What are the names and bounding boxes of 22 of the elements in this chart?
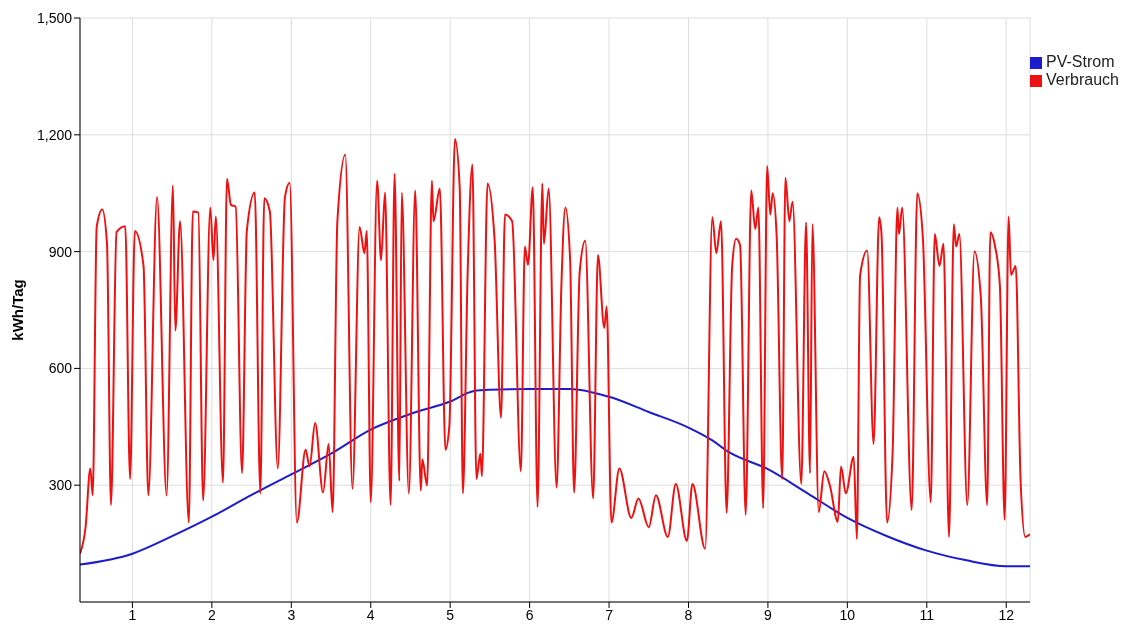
x-tick-label: 5 (446, 606, 455, 623)
x-tick-label: 1 (128, 606, 137, 623)
x-tick-label: 10 (839, 606, 856, 623)
legend-label: Verbrauch (1046, 71, 1119, 88)
x-tick-label: 7 (605, 606, 614, 623)
x-tick-label: 2 (207, 606, 216, 623)
line-series (80, 388, 1031, 568)
y-axis-title: kWh/Tag (9, 279, 27, 341)
x-tick-label: 3 (287, 606, 296, 623)
y-tick-label: 1,200 (36, 126, 73, 143)
x-tick-label: 6 (525, 606, 534, 623)
y-tick-label: 300 (48, 477, 73, 494)
y-tick-label: 900 (48, 243, 73, 260)
x-tick-label: 12 (998, 606, 1015, 623)
x-tick-label: 9 (764, 606, 773, 623)
x-tick-label: 4 (366, 606, 375, 623)
y-tick-label: 1,500 (36, 9, 73, 26)
legend-label: PV-Strom (1046, 53, 1115, 70)
x-tick-label: 8 (684, 606, 693, 623)
line-series (80, 138, 1031, 555)
x-tick-label: 11 (919, 606, 935, 623)
y-tick-label: 600 (48, 360, 73, 377)
